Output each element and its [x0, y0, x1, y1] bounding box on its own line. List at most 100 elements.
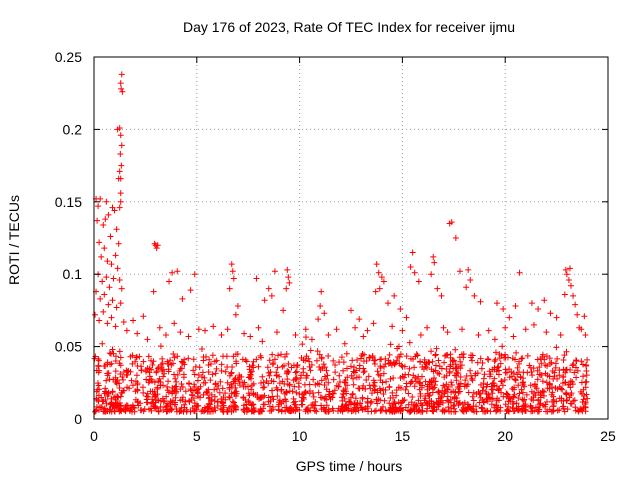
data-point	[540, 392, 547, 399]
data-point	[378, 274, 385, 281]
data-point	[108, 395, 115, 402]
data-point	[502, 366, 509, 373]
data-point	[351, 369, 358, 376]
data-point	[169, 405, 176, 412]
data-point	[364, 398, 371, 405]
data-point	[453, 377, 460, 384]
data-point	[435, 395, 442, 402]
data-point	[347, 363, 354, 370]
data-point	[473, 408, 480, 415]
data-point	[162, 404, 169, 411]
data-point	[105, 211, 112, 218]
data-point	[367, 385, 374, 392]
x-tick-label: 10	[292, 428, 308, 444]
data-point	[432, 352, 439, 359]
data-point	[317, 303, 324, 310]
data-point	[165, 366, 172, 373]
data-point	[304, 372, 311, 379]
data-point	[112, 323, 119, 330]
data-point	[397, 305, 404, 312]
data-point	[434, 285, 441, 292]
data-point	[430, 408, 437, 415]
data-point	[108, 261, 115, 268]
data-point	[150, 358, 157, 365]
data-point	[118, 389, 125, 396]
data-point	[556, 407, 563, 414]
data-point	[574, 311, 581, 318]
data-point	[578, 379, 585, 386]
data-point	[211, 386, 218, 393]
data-point	[111, 207, 118, 214]
data-point	[349, 390, 356, 397]
data-point	[202, 379, 209, 386]
data-point	[488, 401, 495, 408]
data-point	[187, 386, 194, 393]
data-point	[128, 377, 135, 384]
data-point	[250, 401, 257, 408]
data-point	[510, 393, 517, 400]
y-tick-label: 0.15	[55, 194, 82, 210]
data-point	[174, 353, 181, 360]
data-point	[294, 406, 301, 413]
data-point	[255, 363, 262, 370]
data-point	[318, 402, 325, 409]
data-point	[510, 369, 517, 376]
data-point	[349, 357, 356, 364]
data-point	[515, 382, 522, 389]
data-point	[552, 360, 559, 367]
data-point	[160, 398, 167, 405]
data-point	[535, 397, 542, 404]
data-point	[284, 376, 291, 383]
data-point	[116, 204, 123, 211]
data-point	[573, 374, 580, 381]
data-point	[229, 398, 236, 405]
data-point	[504, 407, 511, 414]
data-point	[222, 396, 229, 403]
data-point	[95, 392, 102, 399]
data-point	[394, 354, 401, 361]
data-point	[285, 360, 292, 367]
data-point	[340, 367, 347, 374]
data-point	[553, 314, 560, 321]
data-point	[382, 361, 389, 368]
axis-ticks: 0 5 10 15 20 25 0 0.05 0.1 0.15 0.2 0.25	[55, 49, 616, 444]
data-point	[118, 285, 125, 292]
data-point	[102, 396, 109, 403]
data-point	[524, 352, 531, 359]
data-point	[536, 364, 543, 371]
data-point	[547, 361, 554, 368]
data-point	[583, 391, 590, 398]
data-point	[423, 364, 430, 371]
data-point	[583, 378, 590, 385]
data-point	[315, 316, 322, 323]
data-point	[176, 367, 183, 374]
data-point	[399, 327, 406, 334]
data-point	[537, 355, 544, 362]
data-point	[424, 381, 431, 388]
data-point	[489, 380, 496, 387]
data-point	[520, 397, 527, 404]
data-point	[298, 354, 305, 361]
data-point	[560, 403, 567, 410]
data-point	[172, 383, 179, 390]
data-point	[360, 382, 367, 389]
data-point	[345, 398, 352, 405]
data-point	[198, 408, 205, 415]
data-point	[260, 379, 267, 386]
data-point	[117, 132, 124, 139]
data-point	[562, 390, 569, 397]
data-point	[481, 371, 488, 378]
data-point	[554, 375, 561, 382]
data-point	[97, 295, 104, 302]
data-point	[573, 357, 580, 364]
data-point	[96, 367, 103, 374]
data-point	[558, 385, 565, 392]
data-point	[402, 386, 409, 393]
data-point	[391, 361, 398, 368]
data-point	[107, 361, 114, 368]
data-point	[445, 398, 452, 405]
data-point	[166, 278, 173, 285]
data-point	[151, 379, 158, 386]
data-point	[299, 341, 306, 348]
